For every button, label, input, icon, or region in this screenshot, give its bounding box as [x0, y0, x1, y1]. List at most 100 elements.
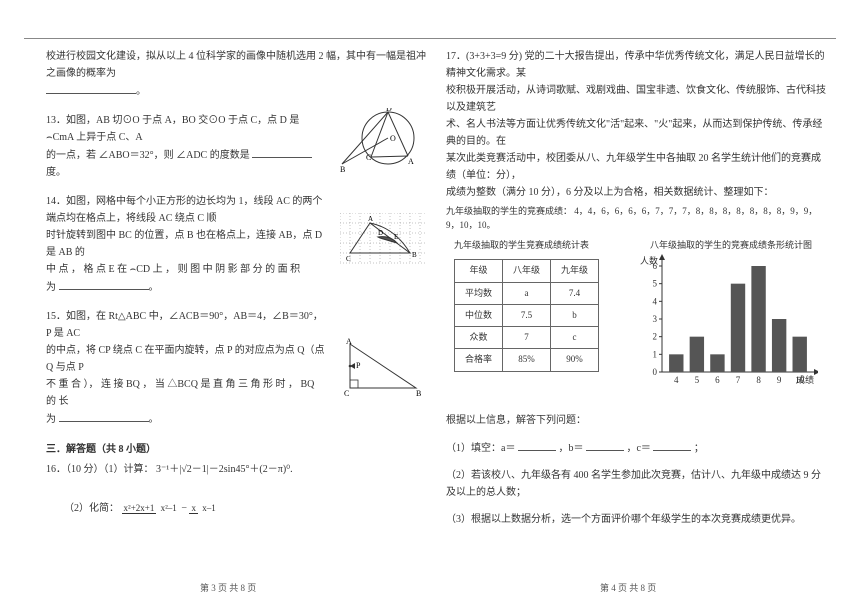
svg-text:0: 0 — [653, 367, 658, 377]
q17-blank-c — [653, 439, 691, 451]
q13-text-a: 13．如图，AB 切⊙O 于点 A，BO 交⊙O 于点 C，点 D 是 ⌢CmA… — [46, 112, 326, 146]
cell: a — [503, 282, 551, 304]
svg-text:6: 6 — [715, 375, 720, 385]
cell: 中位数 — [455, 304, 503, 326]
q15-figure: A P C B — [342, 336, 426, 396]
q12-text: 校进行校园文化建设，拟从以上 4 位科学家的画像中随机选用 2 幅，其中有一幅是… — [46, 48, 426, 82]
q14-text-d: 为 — [46, 282, 56, 293]
q14-text-a: 14．如图，网格中每个小正方形的边长均为 1，线段 AC 的两个端点均在格点上，… — [46, 193, 326, 227]
bar-chart-svg: 012345645678910人数成绩 — [638, 254, 818, 394]
q15-text-d: 为 — [46, 414, 56, 425]
footer-right: 第 4 页 共 8 页 — [600, 581, 656, 594]
svg-text:E: E — [394, 233, 398, 241]
q14-blank — [59, 278, 149, 290]
cell: b — [551, 304, 599, 326]
q16: 16．（10 分）（1）计算： 3⁻¹＋|√2－1|－2sin45°＋(2－π)… — [46, 461, 426, 517]
q16-frac1-num: x²+2x+1 — [122, 503, 157, 514]
svg-text:P: P — [356, 361, 361, 370]
q15: 15．如图，在 Rt△ABC 中，∠ACB＝90°，AB＝4，∠B＝30°，P … — [46, 308, 426, 428]
q17-sub3: （3）根据以上数据分析，选一个方面评价哪个年级学生的本次竞赛成绩更优异。 — [446, 511, 826, 528]
cell: 平均数 — [455, 282, 503, 304]
table-row: 中位数 7.5 b — [455, 304, 599, 326]
table-header-row: 年级 八年级 九年级 — [455, 260, 599, 282]
q16-frac2: x x–1 — [189, 504, 217, 514]
svg-text:O: O — [390, 134, 396, 143]
cell: 90% — [551, 349, 599, 371]
q14-figure: C A B D E — [340, 213, 426, 273]
q17-text-a: 17．(3+3+3=9 分) 党的二十大报告提出，传承中华优秀传统文化，满足人民… — [446, 48, 826, 82]
svg-text:A: A — [408, 157, 414, 166]
section-3-title: 三．解答题（共 8 小题） — [46, 440, 426, 455]
q17-blank-b — [586, 439, 624, 451]
q13-text-b: 的一点，若 ∠ABO＝32°，则 ∠ADC 的度数是 — [46, 150, 250, 161]
q17-table: 年级 八年级 九年级 平均数 a 7.4 中位数 7.5 b 众数 7 — [454, 259, 599, 371]
svg-text:A: A — [368, 215, 373, 223]
q17-sub1: （1）填空：a＝ ，b＝ ，c＝ ； — [446, 439, 826, 457]
q16-frac2-num: x — [189, 503, 198, 514]
cell: 7.5 — [503, 304, 551, 326]
svg-text:C: C — [344, 389, 349, 396]
svg-text:8: 8 — [756, 375, 761, 385]
q17-text-e: 成绩为整数（满分 10 分），6 分及以上为合格，相关数据统计、整理如下： — [446, 184, 826, 201]
q17-blank-a — [518, 439, 556, 451]
q17-sub1-end: ； — [694, 443, 704, 454]
q17-scores-label: 九年级抽取的学生的竞赛成绩： — [446, 206, 572, 216]
svg-text:9: 9 — [777, 375, 782, 385]
q17-chart: 012345645678910人数成绩 — [638, 254, 818, 404]
svg-text:C: C — [366, 153, 371, 162]
svg-text:3: 3 — [653, 314, 658, 324]
q17-sub2: （2）若该校八、九年级各有 400 名学生参加此次竞赛，估计八、九年级中成绩达 … — [446, 467, 826, 501]
svg-text:D: D — [378, 229, 383, 237]
page-right: 17．(3+3+3=9 分) 党的二十大报告提出，传承中华优秀传统文化，满足人民… — [446, 48, 826, 540]
svg-text:1: 1 — [653, 349, 658, 359]
table-row: 众数 7 c — [455, 327, 599, 349]
svg-text:4: 4 — [674, 375, 679, 385]
svg-text:2: 2 — [653, 332, 658, 342]
q14: 14．如图，网格中每个小正方形的边长均为 1，线段 AC 的两个端点均在格点上，… — [46, 193, 426, 296]
q16-expr: 3⁻¹＋|√2－1|－2sin45°＋(2－π)⁰. — [156, 464, 293, 475]
q16-sub2-label: （2）化简： — [64, 503, 119, 514]
q17: 17．(3+3+3=9 分) 党的二十大报告提出，传承中华优秀传统文化，满足人民… — [446, 48, 826, 528]
q17-scores: 九年级抽取的学生的竞赛成绩： 4，4，6，6，6，6，7，7，7，8，8，8，8… — [446, 205, 826, 232]
th-g8: 八年级 — [503, 260, 551, 282]
svg-text:5: 5 — [695, 375, 700, 385]
cell: 众数 — [455, 327, 503, 349]
q17-sub1-label: （1）填空：a＝ — [446, 443, 515, 454]
svg-text:4: 4 — [653, 296, 658, 306]
q14-text-b: 时针旋转到图中 BC 的位置，点 B 也在格点上，连接 AB，点 D 是 AB … — [46, 227, 326, 261]
table-row: 平均数 a 7.4 — [455, 282, 599, 304]
q17-prompt: 根据以上信息，解答下列问题： — [446, 412, 826, 429]
q14-text-c: 中 点 ， 格 点 E 在 ⌢CD 上 ， 则 图 中 阴 影 部 分 的 面 … — [46, 261, 326, 278]
cell: 合格率 — [455, 349, 503, 371]
q13-blank — [252, 146, 312, 158]
q15-blank — [59, 410, 149, 422]
page-left: 校进行校园文化建设，拟从以上 4 位科学家的画像中随机选用 2 幅，其中有一幅是… — [46, 48, 426, 529]
q16-sub2: （2）化简： x²+2x+1 x²–1 − x x–1 — [64, 500, 426, 517]
q16-minus: − — [181, 503, 187, 514]
q16-frac1: x²+2x+1 x²–1 — [122, 504, 179, 514]
svg-text:B: B — [416, 389, 421, 396]
q16-frac2-den: x–1 — [200, 503, 218, 513]
svg-text:A: A — [346, 337, 352, 346]
cell: c — [551, 327, 599, 349]
footer-left: 第 3 页 共 8 页 — [200, 581, 256, 594]
q13-figure: B D O A C — [338, 108, 426, 174]
q15-text-a: 15．如图，在 Rt△ABC 中，∠ACB＝90°，AB＝4，∠B＝30°，P … — [46, 308, 326, 342]
q15-text-c: 不 重 合 ）， 连 接 BQ ， 当 △BCQ 是 直 角 三 角 形 时 ，… — [46, 376, 326, 410]
svg-text:人数: 人数 — [640, 255, 658, 266]
q12-blank — [46, 82, 136, 94]
svg-text:D: D — [386, 108, 392, 113]
q17-sub1-c: ，c＝ — [626, 443, 650, 454]
q16-frac1-den: x²–1 — [159, 503, 179, 513]
svg-text:5: 5 — [653, 279, 658, 289]
q17-text-b: 校积极开展活动，从诗词歌赋、戏剧戏曲、国宝非遗、饮食文化、传统服饰、古代科技以及… — [446, 82, 826, 116]
q13: 13．如图，AB 切⊙O 于点 A，BO 交⊙O 于点 C，点 D 是 ⌢CmA… — [46, 112, 426, 181]
q17-text-c: 术、名人书法等方面让优秀传统文化"活"起来、"火"起来，从而达到保护传统、传承经… — [446, 116, 826, 150]
table-row: 合格率 85% 90% — [455, 349, 599, 371]
cell: 85% — [503, 349, 551, 371]
cell: 7 — [503, 327, 551, 349]
th-g9: 九年级 — [551, 260, 599, 282]
svg-text:C: C — [346, 255, 351, 263]
th-grade: 年级 — [455, 260, 503, 282]
cell: 7.4 — [551, 282, 599, 304]
